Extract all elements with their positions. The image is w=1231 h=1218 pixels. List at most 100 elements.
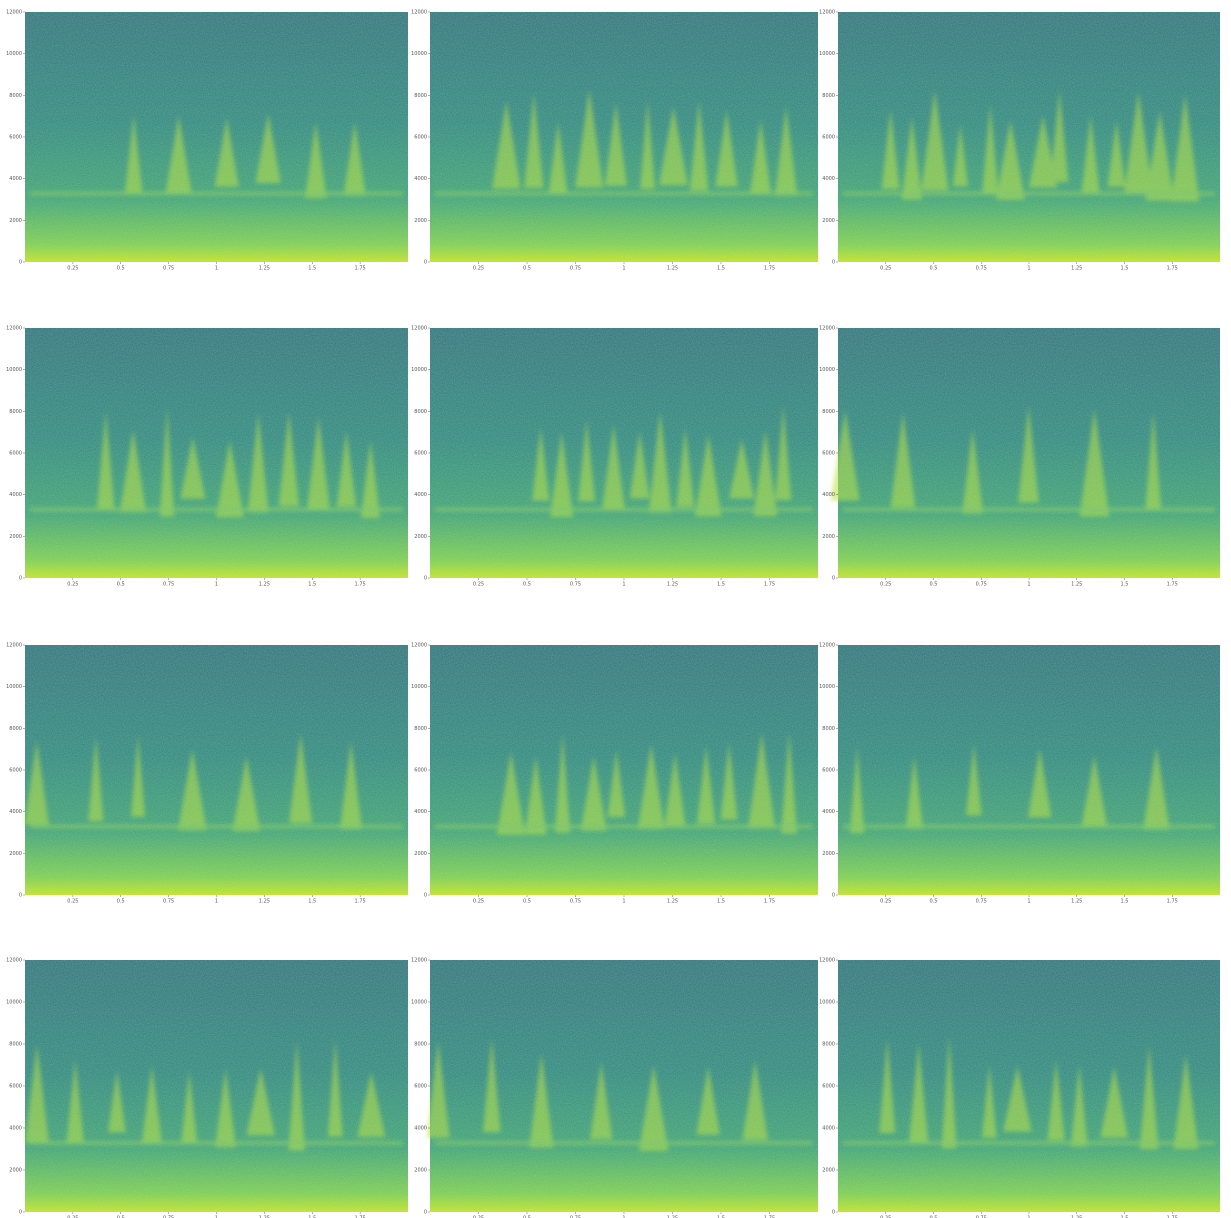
y-tick-label: 12000 xyxy=(819,643,835,649)
y-tick-label: 0 xyxy=(19,576,22,582)
y-tick-label: 10000 xyxy=(411,367,427,373)
y-tick-label: 2000 xyxy=(9,1168,22,1174)
y-tick-label: 0 xyxy=(19,1210,22,1216)
x-tick-label: 1 xyxy=(215,899,218,905)
x-tick-label: 0.75 xyxy=(163,582,174,588)
y-tick-label: 6000 xyxy=(822,1084,835,1090)
y-tick-label: 6000 xyxy=(414,1084,427,1090)
x-tick-label: 1 xyxy=(215,582,218,588)
y-tick-label: 2000 xyxy=(822,534,835,540)
noise xyxy=(430,960,818,1212)
y-tick-label: 6000 xyxy=(414,768,427,774)
y-tick-label: 10000 xyxy=(6,367,22,373)
y-tick-label: 6000 xyxy=(9,1084,22,1090)
noise xyxy=(838,960,1220,1212)
x-tick-label: 1.25 xyxy=(667,266,678,272)
y-tick-label: 0 xyxy=(832,260,835,266)
x-tick-label: 0.25 xyxy=(67,266,78,272)
y-tick-label: 0 xyxy=(424,260,427,266)
y-tick-label: 6000 xyxy=(414,135,427,141)
y-tick-label: 0 xyxy=(832,1210,835,1216)
x-tick-label: 1 xyxy=(622,266,625,272)
spectrogram-panel: 0200040006000800010000120000.250.50.7511… xyxy=(411,643,818,905)
noise xyxy=(430,328,818,578)
x-tick-label: 1.25 xyxy=(1071,582,1082,588)
x-tick-label: 0.25 xyxy=(880,266,891,272)
y-tick-label: 8000 xyxy=(414,726,427,732)
noise xyxy=(838,645,1220,895)
y-tick-label: 2000 xyxy=(822,1168,835,1174)
y-tick-label: 8000 xyxy=(414,409,427,415)
y-tick-label: 6000 xyxy=(9,451,22,457)
x-tick-label: 0.25 xyxy=(880,582,891,588)
x-tick-label: 1.5 xyxy=(1121,582,1129,588)
x-tick-label: 1.25 xyxy=(1071,899,1082,905)
spectrogram-panel: 0200040006000800010000120000.250.50.7511… xyxy=(6,958,408,1218)
y-tick-label: 10000 xyxy=(411,1000,427,1006)
y-tick-label: 2000 xyxy=(822,218,835,224)
x-tick-label: 1.75 xyxy=(355,899,366,905)
x-tick-label: 0.75 xyxy=(570,582,581,588)
y-tick-label: 8000 xyxy=(822,93,835,99)
x-tick-label: 1.75 xyxy=(355,582,366,588)
y-tick-label: 12000 xyxy=(819,958,835,964)
x-tick-label: 0.75 xyxy=(976,899,987,905)
y-tick-label: 4000 xyxy=(414,176,427,182)
y-tick-label: 4000 xyxy=(822,492,835,498)
x-tick-label: 0.75 xyxy=(570,899,581,905)
x-tick-label: 1.25 xyxy=(259,899,270,905)
x-tick-label: 1.5 xyxy=(717,582,725,588)
y-tick-label: 6000 xyxy=(414,451,427,457)
y-tick-label: 4000 xyxy=(9,809,22,815)
x-tick-label: 1 xyxy=(622,899,625,905)
x-tick-label: 1.25 xyxy=(1071,266,1082,272)
x-tick-label: 1.25 xyxy=(259,266,270,272)
y-tick-label: 12000 xyxy=(411,958,427,964)
x-tick-label: 0.5 xyxy=(117,899,125,905)
y-tick-label: 2000 xyxy=(9,218,22,224)
y-tick-label: 8000 xyxy=(822,726,835,732)
x-tick-label: 1.5 xyxy=(717,899,725,905)
x-tick-label: 1.75 xyxy=(764,582,775,588)
x-tick-label: 0.25 xyxy=(67,899,78,905)
x-tick-label: 1 xyxy=(1027,582,1030,588)
x-tick-label: 0.75 xyxy=(976,266,987,272)
y-tick-label: 12000 xyxy=(819,326,835,332)
noise xyxy=(25,960,408,1212)
x-tick-label: 1.75 xyxy=(355,266,366,272)
x-tick-label: 1 xyxy=(215,266,218,272)
x-tick-label: 0.75 xyxy=(163,266,174,272)
x-tick-label: 0.5 xyxy=(523,582,531,588)
x-tick-label: 0.25 xyxy=(473,582,484,588)
noise xyxy=(25,12,408,262)
x-tick-label: 0.75 xyxy=(570,266,581,272)
y-tick-label: 12000 xyxy=(411,326,427,332)
x-tick-label: 1.75 xyxy=(764,899,775,905)
y-tick-label: 8000 xyxy=(9,409,22,415)
x-tick-label: 1.25 xyxy=(259,582,270,588)
x-tick-label: 1 xyxy=(1027,899,1030,905)
x-tick-label: 1.5 xyxy=(1121,899,1129,905)
x-tick-label: 1.5 xyxy=(1121,266,1129,272)
y-tick-label: 10000 xyxy=(819,367,835,373)
y-tick-label: 2000 xyxy=(414,851,427,857)
y-tick-label: 12000 xyxy=(411,10,427,16)
y-tick-label: 6000 xyxy=(822,135,835,141)
x-tick-label: 1.5 xyxy=(308,899,316,905)
x-tick-label: 0.75 xyxy=(976,582,987,588)
y-tick-label: 4000 xyxy=(9,492,22,498)
x-tick-label: 0.5 xyxy=(930,266,938,272)
y-tick-label: 10000 xyxy=(819,684,835,690)
spectrogram-panel: 0200040006000800010000120000.250.50.7511… xyxy=(411,958,818,1218)
y-tick-label: 8000 xyxy=(414,1042,427,1048)
y-tick-label: 10000 xyxy=(6,51,22,57)
y-tick-label: 0 xyxy=(19,893,22,899)
x-tick-label: 1.75 xyxy=(1167,899,1178,905)
y-tick-label: 12000 xyxy=(6,326,22,332)
